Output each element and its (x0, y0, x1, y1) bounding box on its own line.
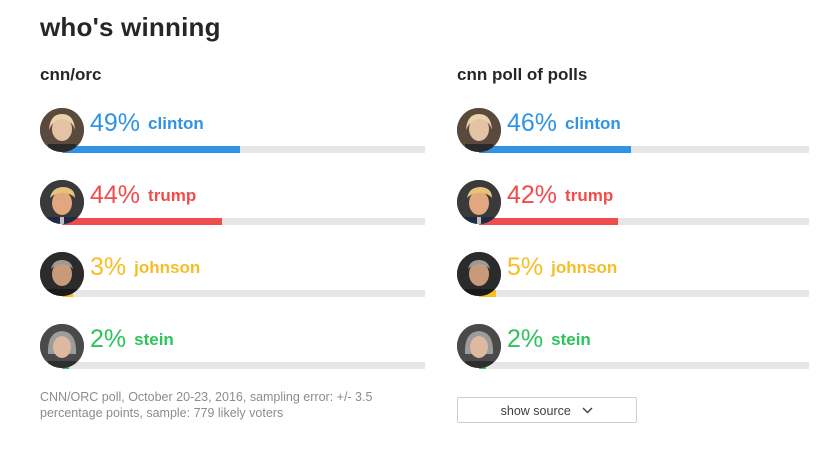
category-label: johnson (134, 258, 201, 277)
bar-clinton (62, 146, 240, 153)
candidate-avatar-johnson (457, 252, 501, 296)
bar-trump (62, 218, 222, 225)
data-label: 46% (507, 109, 558, 137)
candidate-row-clinton: 46% clinton (457, 108, 809, 158)
category-label: stein (551, 330, 591, 349)
bar-track (62, 290, 425, 297)
candidate-row-stein: 2% stein (40, 324, 425, 374)
bar-track (479, 218, 809, 225)
candidate-avatar-trump (457, 180, 501, 224)
data-label: 3% (90, 253, 127, 281)
chevron-down-icon (582, 398, 593, 422)
show-source-button[interactable]: show source (457, 397, 637, 423)
data-label: 2% (90, 325, 127, 353)
candidate-avatar-trump (40, 180, 84, 224)
candidate-avatar-johnson (40, 252, 84, 296)
show-source-label: show source (500, 404, 571, 418)
chart-title: cnn/orc (40, 65, 102, 84)
candidate-avatar-stein (40, 324, 84, 368)
category-label: trump (148, 186, 197, 205)
candidate-row-johnson: 5% johnson (457, 252, 809, 302)
page-title: who's winning (40, 12, 221, 42)
category-label: clinton (565, 114, 621, 133)
candidate-avatar-stein (457, 324, 501, 368)
data-label: 42% (507, 181, 558, 209)
candidate-row-clinton: 49% clinton (40, 108, 425, 158)
data-label: 2% (507, 325, 544, 353)
bar-track (479, 362, 809, 369)
bar-track (62, 362, 425, 369)
chart-cnn-orc: cnn/orc 49% clinton 44% trump 3% johnson 2% ste… (40, 64, 425, 369)
bar-track (62, 218, 425, 225)
data-label: 5% (507, 253, 544, 281)
candidate-avatar-clinton (457, 108, 501, 152)
data-label: 44% (90, 181, 141, 209)
category-label: stein (134, 330, 174, 349)
category-label: trump (565, 186, 614, 205)
candidate-avatar-clinton (40, 108, 84, 152)
chart-title: cnn poll of polls (457, 65, 588, 84)
category-label: clinton (148, 114, 204, 133)
candidate-row-trump: 42% trump (457, 180, 809, 230)
candidate-row-stein: 2% stein (457, 324, 809, 374)
poll-footnote: CNN/ORC poll, October 20-23, 2016, sampl… (40, 390, 373, 420)
chart-poll-of-polls: cnn poll of polls 46% clinton 42% trump 5% jo… (457, 64, 809, 369)
bar-trump (479, 218, 618, 225)
bar-track (62, 146, 425, 153)
bar-clinton (479, 146, 631, 153)
bar-track (479, 290, 809, 297)
data-label: 49% (90, 109, 141, 137)
bar-track (479, 146, 809, 153)
candidate-row-trump: 44% trump (40, 180, 425, 230)
candidate-row-johnson: 3% johnson (40, 252, 425, 302)
category-label: johnson (551, 258, 618, 277)
